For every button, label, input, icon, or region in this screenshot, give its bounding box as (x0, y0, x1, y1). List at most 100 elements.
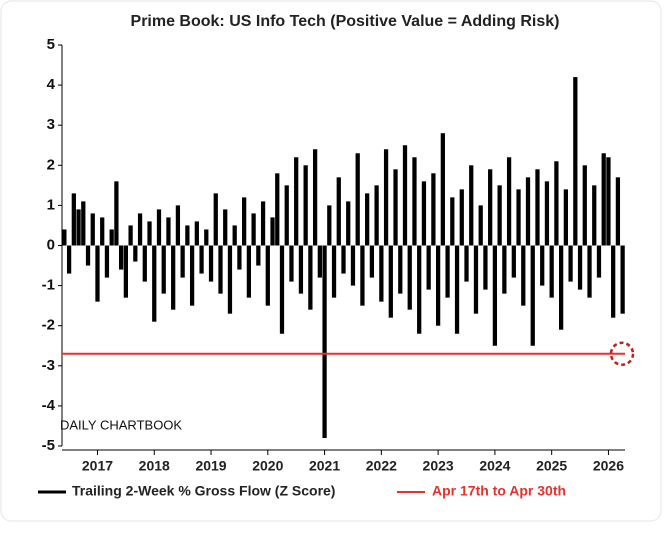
bar (521, 245, 526, 306)
y-tick-label: 2 (47, 156, 55, 173)
bar (492, 245, 498, 346)
bar (237, 245, 242, 270)
bar (592, 185, 597, 246)
y-tick-label: -2 (42, 317, 55, 334)
bar (294, 157, 299, 246)
bar (171, 245, 176, 310)
x-tick-label: 2025 (536, 458, 567, 474)
bar (606, 157, 611, 246)
bar (147, 221, 152, 246)
bar (350, 245, 356, 286)
bar (152, 245, 157, 322)
bar (601, 153, 606, 246)
bar (417, 245, 422, 334)
bar (620, 245, 625, 314)
y-tick-label: 3 (47, 116, 55, 133)
highlight-circle (609, 341, 635, 367)
bar (360, 245, 365, 306)
bar (137, 213, 143, 246)
bar (559, 245, 564, 330)
bar (402, 145, 408, 246)
bar (119, 245, 124, 270)
bar (175, 205, 181, 246)
bar (265, 245, 270, 306)
bar (506, 157, 512, 246)
bar (223, 209, 228, 246)
bar (199, 245, 204, 274)
bar (284, 185, 289, 246)
bar (242, 197, 247, 246)
bar (275, 173, 280, 246)
y-tick-label: -1 (42, 277, 55, 294)
bar (336, 177, 341, 246)
bar (596, 245, 602, 278)
bar (90, 213, 95, 246)
bar (76, 209, 81, 246)
x-tick-label: 2022 (366, 458, 397, 474)
bar (478, 205, 483, 246)
bar (185, 225, 190, 246)
bar (388, 245, 393, 318)
bar (204, 229, 209, 246)
bar (279, 245, 285, 334)
bar (303, 165, 308, 246)
bar (516, 189, 521, 246)
bar (473, 245, 479, 314)
bar (450, 197, 455, 246)
y-tick-label: -3 (42, 357, 55, 374)
bar (544, 181, 550, 246)
x-tick-label: 2018 (139, 458, 170, 474)
bar (312, 149, 318, 246)
bar (308, 245, 313, 310)
y-tick-label: 5 (47, 36, 55, 53)
bar (426, 245, 431, 290)
bar (270, 217, 275, 246)
bar (615, 177, 621, 246)
bar (554, 161, 559, 246)
bar (587, 245, 592, 298)
bar (412, 157, 417, 246)
card (0, 0, 662, 522)
bar (81, 201, 86, 246)
bar (227, 245, 233, 314)
bar (355, 153, 360, 246)
bar (573, 77, 578, 246)
bar (511, 245, 516, 278)
bar (161, 245, 166, 294)
bar (166, 217, 171, 246)
y-tick-label: -5 (42, 437, 55, 454)
bar (128, 225, 133, 246)
bar (365, 193, 370, 246)
bar (374, 185, 379, 246)
bar (459, 189, 464, 246)
bar (530, 245, 535, 346)
bar (208, 245, 214, 282)
bar (393, 169, 398, 246)
bar (568, 245, 573, 282)
bar (431, 173, 436, 246)
bar (180, 245, 185, 278)
bar (341, 245, 346, 274)
bar (435, 245, 441, 326)
bar (66, 245, 72, 274)
bar (194, 221, 199, 246)
bar (218, 245, 223, 294)
bar (298, 245, 304, 294)
bar (251, 213, 256, 246)
y-tick-label: 4 (47, 76, 56, 93)
x-tick-label: 2023 (423, 458, 454, 474)
bar (549, 245, 554, 298)
bar (346, 201, 351, 246)
bar (95, 245, 100, 302)
bar (123, 245, 128, 298)
bar (454, 245, 460, 334)
bar (369, 245, 375, 278)
x-tick-label: 2026 (593, 458, 624, 474)
bar (577, 245, 583, 290)
bar (440, 133, 445, 246)
x-tick-label: 2020 (252, 458, 283, 474)
legend-label: Apr 17th to Apr 30th (432, 483, 566, 499)
bar (100, 217, 105, 246)
